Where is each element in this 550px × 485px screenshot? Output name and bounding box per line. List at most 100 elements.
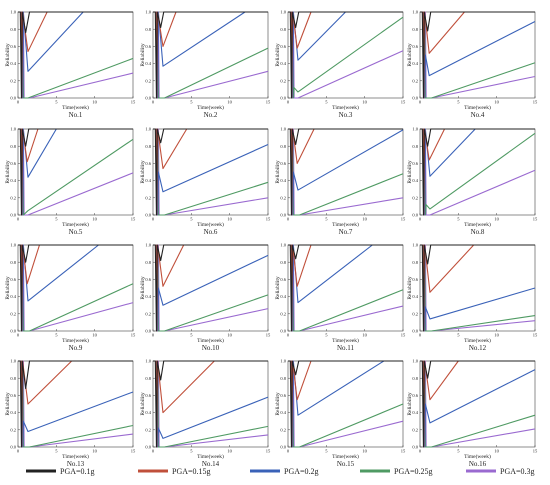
y-tick-label: 0.0 [412,329,418,334]
series-line-pga-0-1g [288,128,403,216]
panel-title: No.11 [337,344,355,352]
y-axis-label: Reliability [407,392,413,415]
x-tick-label: 15 [401,100,406,105]
y-tick-label: 0.2 [280,195,286,200]
y-tick-label: 1.0 [280,10,286,15]
legend-item: PGA=0.2g [250,467,319,476]
legend-label: PGA=0.2g [284,467,319,476]
x-tick-label: 0 [287,333,290,338]
series-line-pga-0-25g [420,128,536,216]
y-tick-label: 0.8 [280,260,286,265]
x-axis-label: Time(week) [332,221,359,228]
series-line-pga-0-3g [153,244,269,332]
x-tick-label: 5 [325,333,328,338]
x-tick-label: 0 [419,100,422,105]
y-tick-label: 0.0 [145,329,151,334]
series-line-pga-0-1g [18,128,133,216]
y-tick-label: 0.0 [145,213,151,218]
panel-title: No.14 [202,460,220,468]
y-tick-label: 0.0 [280,96,286,101]
x-axis-label: Time(week) [197,221,224,228]
panel-4: 0.0 0.2 0.4 0.6 0.8 1.0 0 5 10 15 Reliability Time(… [407,10,538,119]
x-axis-label: Time(week) [464,104,491,111]
panel-grid: 0.0 0.2 0.4 0.6 0.8 1.0 0 5 10 15 Reliability Time(… [5,10,538,468]
y-tick-label: 0.2 [412,427,418,432]
panel-12: 0.0 0.2 0.4 0.6 0.8 1.0 0 5 10 15 Reliability Time(… [407,243,538,352]
y-tick-label: 0.6 [10,44,16,49]
y-tick-label: 0.0 [10,329,16,334]
panel-3: 0.0 0.2 0.4 0.6 0.8 1.0 0 5 10 15 Reliability Time(… [275,10,406,119]
x-tick-label: 0 [287,217,290,222]
series-line-pga-0-25g [420,360,536,448]
y-tick-label: 0.2 [145,78,151,83]
y-tick-label: 0.2 [280,427,286,432]
x-tick-label: 10 [227,100,232,105]
y-tick-label: 1.0 [280,359,286,364]
y-axis-label: Reliability [275,160,281,183]
x-tick-label: 15 [266,333,271,338]
y-tick-label: 0.0 [145,445,151,450]
y-axis-label: Reliability [140,392,146,415]
x-axis-label: Time(week) [197,337,224,344]
x-tick-label: 0 [287,449,290,454]
y-tick-label: 0.8 [10,376,16,381]
y-axis-label: Reliability [275,392,281,415]
series-line-pga-0-15g [18,128,133,216]
panel-title: No.6 [204,228,218,236]
x-tick-label: 0 [17,449,20,454]
panel-2: 0.0 0.2 0.4 0.6 0.8 1.0 0 5 10 15 Reliability Time(… [140,10,271,119]
series-line-pga-0-2g [153,128,269,216]
x-tick-label: 15 [401,217,406,222]
y-tick-label: 0.8 [280,144,286,149]
series-line-pga-0-3g [288,128,404,216]
y-tick-label: 0.6 [280,393,286,398]
legend: PGA=0.1g PGA=0.15g PGA=0.2g PGA=0.25g PGA=0.… [26,467,535,476]
x-tick-label: 15 [131,217,136,222]
series-line-pga-0-15g [288,11,403,99]
x-tick-label: 10 [92,217,97,222]
x-tick-label: 5 [457,100,460,105]
x-tick-label: 10 [494,217,499,222]
panel-16: 0.0 0.2 0.4 0.6 0.8 1.0 0 5 10 15 Reliability Time(… [407,359,538,468]
y-axis-label: Reliability [140,276,146,299]
series-line-pga-0-25g [153,244,269,332]
x-tick-label: 15 [131,449,136,454]
panel-5: 0.0 0.2 0.4 0.6 0.8 1.0 0 5 10 15 Reliability Time(… [5,127,136,236]
series-line-pga-0-25g [288,360,404,448]
y-tick-label: 0.0 [10,213,16,218]
panel-frame [287,360,404,448]
y-tick-label: 1.0 [10,243,16,248]
series-line-pga-0-2g [288,128,404,216]
y-tick-label: 0.2 [280,78,286,83]
x-tick-label: 5 [55,449,58,454]
y-tick-label: 0.6 [10,161,16,166]
y-tick-label: 0.0 [145,96,151,101]
panel-title: No.5 [69,228,83,236]
panel-title: No.3 [339,111,353,119]
y-tick-label: 0.0 [280,213,286,218]
series-line-pga-0-25g [288,244,404,332]
y-tick-label: 1.0 [10,127,16,132]
y-tick-label: 0.8 [280,376,286,381]
series-line-pga-0-3g [18,11,134,99]
series-line-pga-0-15g [288,128,403,216]
panel-frame [287,244,404,332]
y-tick-label: 0.6 [10,393,16,398]
series-line-pga-0-1g [18,360,133,448]
legend-item: PGA=0.25g [360,467,433,476]
series-line-pga-0-3g [153,128,269,216]
x-axis-label: Time(week) [197,104,224,111]
x-tick-label: 0 [152,449,155,454]
y-axis-label: Reliability [5,43,11,66]
y-axis-label: Reliability [140,160,146,183]
y-tick-label: 0.4 [145,410,151,415]
series-line-pga-0-15g [153,11,268,99]
series-line-pga-0-25g [420,244,536,332]
x-axis-label: Time(week) [62,104,89,111]
y-tick-label: 0.6 [145,393,151,398]
series-line-pga-0-1g [153,244,268,332]
y-tick-label: 0.2 [10,78,16,83]
y-tick-label: 0.8 [145,260,151,265]
panel-title: No.13 [67,460,85,468]
